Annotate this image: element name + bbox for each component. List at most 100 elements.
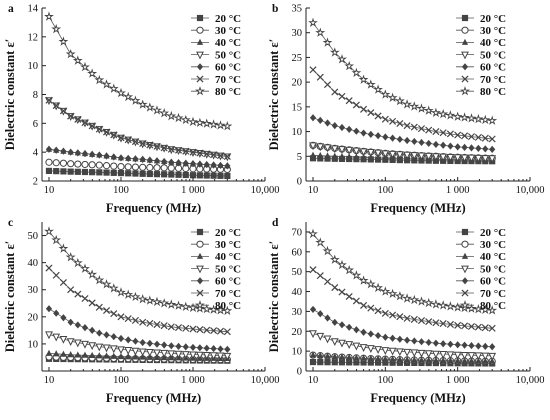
y-axis-label: Dielectric constant ε′ xyxy=(267,241,281,353)
data-point xyxy=(446,130,454,138)
data-point xyxy=(388,347,397,356)
data-point xyxy=(194,117,205,128)
x-tick-label: 10 xyxy=(44,185,55,196)
data-point xyxy=(338,353,346,360)
data-point xyxy=(153,321,161,329)
legend-label: 60 °C xyxy=(215,276,241,288)
legend-entry: 30 °C xyxy=(191,239,241,251)
legend-entry: 30 °C xyxy=(191,25,241,37)
x-tick-label: 1 000 xyxy=(446,185,470,196)
data-point xyxy=(423,105,434,115)
data-point xyxy=(81,160,89,169)
data-point xyxy=(351,67,362,78)
legend-entry: 50 °C xyxy=(456,49,506,61)
legend-marker xyxy=(196,252,204,259)
y-tick-label: 8 xyxy=(33,90,38,101)
data-point xyxy=(454,143,461,151)
data-point xyxy=(182,171,189,179)
legend-entry: 20 °C xyxy=(456,227,506,239)
data-point xyxy=(96,151,103,159)
legend-entry: 60 °C xyxy=(456,276,506,288)
data-point xyxy=(365,278,376,289)
series-70c xyxy=(309,266,496,332)
data-point xyxy=(467,154,476,163)
data-point xyxy=(425,318,433,326)
data-point xyxy=(59,159,68,167)
data-point xyxy=(331,88,339,96)
data-point xyxy=(89,351,96,359)
data-point xyxy=(123,289,134,299)
data-point xyxy=(180,114,191,125)
legend-entry: 80 °C xyxy=(191,85,241,98)
y-tick-label: 0 xyxy=(297,177,302,188)
x-tick-label: 10 xyxy=(308,375,319,386)
legend-label: 40 °C xyxy=(480,251,506,263)
data-point xyxy=(167,323,175,331)
legend-marker xyxy=(460,85,470,96)
data-point xyxy=(446,320,454,328)
data-point xyxy=(161,157,168,166)
data-point xyxy=(215,120,226,130)
legend-entry: 70 °C xyxy=(191,288,241,300)
data-point xyxy=(67,351,74,358)
legend-entry: 50 °C xyxy=(456,263,506,275)
data-point xyxy=(394,291,405,301)
series-line xyxy=(48,99,228,157)
data-point xyxy=(417,317,426,325)
data-point xyxy=(402,293,413,303)
data-point xyxy=(367,130,374,138)
data-point xyxy=(145,348,154,357)
data-point xyxy=(88,299,96,307)
data-point xyxy=(488,155,497,164)
data-point xyxy=(53,168,60,175)
data-point xyxy=(189,343,197,352)
x-axis-label: Frequency (MHz) xyxy=(370,201,465,215)
legend-entry: 60 °C xyxy=(191,276,241,288)
data-point xyxy=(153,157,161,165)
data-point xyxy=(338,321,346,329)
data-point xyxy=(161,171,168,178)
data-point xyxy=(223,352,232,361)
data-point xyxy=(452,111,463,121)
data-point xyxy=(329,47,340,57)
data-point xyxy=(346,359,353,366)
data-point xyxy=(167,145,175,153)
data-point xyxy=(153,164,161,172)
data-point xyxy=(89,169,96,176)
legend-marker xyxy=(196,63,204,71)
data-point xyxy=(139,155,146,163)
data-point xyxy=(374,359,382,366)
data-point xyxy=(195,351,204,360)
data-point xyxy=(338,92,346,100)
y-tick-label: 40 xyxy=(28,258,39,269)
data-point xyxy=(51,23,62,34)
y-tick-label: 12 xyxy=(28,32,39,43)
data-point xyxy=(367,304,375,312)
y-tick-label: 30 xyxy=(292,28,303,39)
data-point xyxy=(95,161,103,169)
legend: 20 °C30 °C40 °C50 °C60 °C70 °C80 °C xyxy=(191,227,241,312)
data-point xyxy=(431,299,441,309)
legend-marker xyxy=(196,228,204,236)
data-point xyxy=(196,149,204,157)
data-point xyxy=(331,352,338,360)
legend-marker xyxy=(461,14,469,22)
data-point xyxy=(394,95,405,106)
data-point xyxy=(344,60,355,71)
legend-label: 20 °C xyxy=(215,13,241,25)
data-point xyxy=(482,342,489,350)
legend-label: 30 °C xyxy=(480,25,506,37)
data-point xyxy=(209,352,218,361)
data-point xyxy=(166,299,177,309)
legend-label: 80 °C xyxy=(215,86,241,98)
data-point xyxy=(418,138,425,147)
data-point xyxy=(94,74,105,85)
data-point xyxy=(131,138,139,146)
data-point xyxy=(146,319,154,327)
data-point xyxy=(217,172,224,179)
data-point xyxy=(95,343,104,352)
data-point xyxy=(432,319,440,327)
data-point xyxy=(468,144,475,152)
data-point xyxy=(374,112,382,120)
